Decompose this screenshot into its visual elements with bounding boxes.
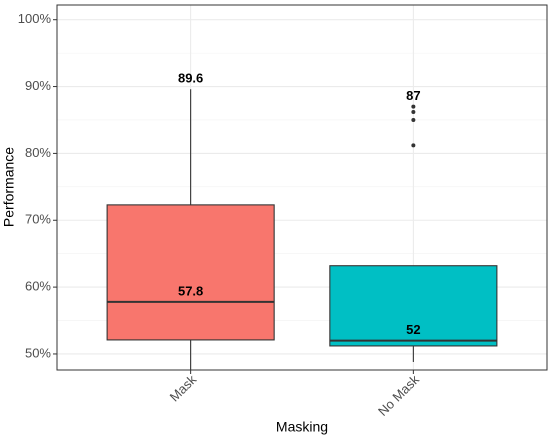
outlier bbox=[411, 109, 416, 114]
y-tick-label: 100% bbox=[18, 11, 52, 26]
y-tick-label: 60% bbox=[25, 279, 51, 294]
y-axis-title: Performance bbox=[1, 147, 17, 227]
outlier bbox=[411, 104, 416, 109]
x-tick-label: Mask bbox=[167, 372, 200, 405]
x-tick-label: No Mask bbox=[375, 372, 422, 419]
y-tick-label: 80% bbox=[25, 145, 51, 160]
outlier bbox=[411, 143, 416, 148]
outlier bbox=[411, 117, 416, 122]
x-axis-title: Masking bbox=[276, 419, 328, 435]
max-label: 87 bbox=[406, 88, 420, 103]
y-tick-label: 70% bbox=[25, 212, 51, 227]
box bbox=[329, 265, 498, 347]
median-label: 52 bbox=[406, 322, 420, 337]
y-tick-label: 90% bbox=[25, 78, 51, 93]
median-label: 57.8 bbox=[178, 283, 203, 298]
y-tick-label: 50% bbox=[25, 345, 51, 360]
max-label: 89.6 bbox=[178, 71, 203, 86]
panel-border bbox=[56, 4, 548, 371]
box bbox=[106, 204, 275, 341]
